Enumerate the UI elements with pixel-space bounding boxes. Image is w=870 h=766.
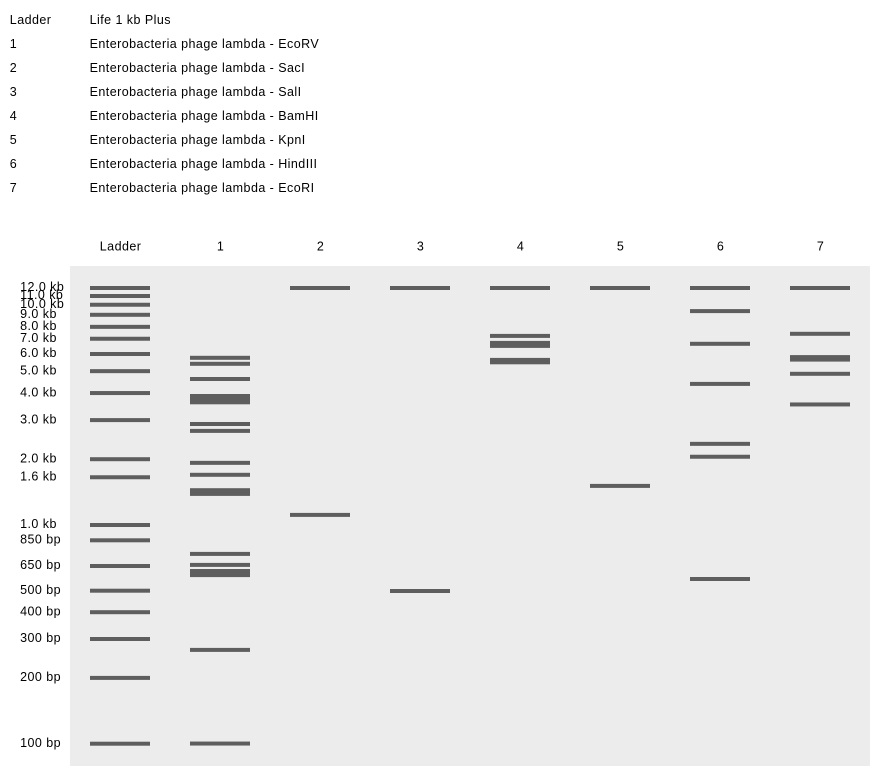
svg-text:200 bp: 200 bp — [20, 670, 61, 684]
svg-text:1: 1 — [217, 240, 224, 254]
svg-text:3: 3 — [10, 85, 17, 99]
svg-text:8.0 kb: 8.0 kb — [20, 319, 57, 333]
svg-text:6: 6 — [10, 157, 17, 171]
svg-text:2.0 kb: 2.0 kb — [20, 451, 57, 465]
svg-text:1: 1 — [10, 37, 17, 51]
svg-text:300 bp: 300 bp — [20, 631, 61, 645]
svg-text:Enterobacteria phage lambda -: Enterobacteria phage lambda - BamHI — [90, 109, 319, 123]
svg-text:Life 1 kb Plus: Life 1 kb Plus — [90, 13, 171, 27]
svg-text:5: 5 — [10, 133, 17, 147]
svg-text:7: 7 — [10, 181, 17, 195]
svg-text:3: 3 — [417, 240, 424, 254]
svg-text:5: 5 — [617, 240, 624, 254]
svg-text:650 bp: 650 bp — [20, 558, 61, 572]
svg-text:100 bp: 100 bp — [20, 736, 61, 750]
svg-text:11.0 kb: 11.0 kb — [20, 288, 63, 302]
svg-text:4.0 kb: 4.0 kb — [20, 385, 57, 399]
svg-text:Ladder: Ladder — [10, 13, 52, 27]
svg-text:Ladder: Ladder — [100, 240, 142, 254]
svg-text:1.6 kb: 1.6 kb — [20, 469, 57, 483]
svg-text:500 bp: 500 bp — [20, 583, 61, 597]
svg-text:Enterobacteria phage lambda -: Enterobacteria phage lambda - EcoRI — [90, 181, 315, 195]
svg-text:6.0 kb: 6.0 kb — [20, 346, 57, 360]
svg-text:4: 4 — [517, 240, 524, 254]
svg-text:Enterobacteria phage lambda -: Enterobacteria phage lambda - SacI — [90, 61, 305, 75]
svg-text:400 bp: 400 bp — [20, 604, 61, 618]
svg-text:Enterobacteria phage lambda -: Enterobacteria phage lambda - SalI — [90, 85, 302, 99]
svg-text:7: 7 — [817, 240, 824, 254]
svg-text:2: 2 — [10, 61, 17, 75]
svg-text:10.0 kb: 10.0 kb — [20, 297, 64, 311]
svg-text:2: 2 — [317, 240, 324, 254]
svg-text:Enterobacteria phage lambda -: Enterobacteria phage lambda - EcoRV — [90, 37, 320, 51]
svg-text:Enterobacteria phage lambda -: Enterobacteria phage lambda - KpnI — [90, 133, 306, 147]
svg-text:3.0 kb: 3.0 kb — [20, 412, 57, 426]
svg-text:4: 4 — [10, 109, 17, 123]
svg-text:850 bp: 850 bp — [20, 533, 61, 547]
svg-text:12.0 kb: 12.0 kb — [20, 280, 64, 294]
svg-text:7.0 kb: 7.0 kb — [20, 331, 57, 345]
svg-text:1.0 kb: 1.0 kb — [20, 517, 57, 531]
svg-text:9.0 kb: 9.0 kb — [20, 307, 57, 321]
svg-text:5.0 kb: 5.0 kb — [20, 363, 57, 377]
svg-text:6: 6 — [717, 240, 724, 254]
svg-text:Enterobacteria phage lambda -: Enterobacteria phage lambda - HindIII — [90, 157, 318, 171]
